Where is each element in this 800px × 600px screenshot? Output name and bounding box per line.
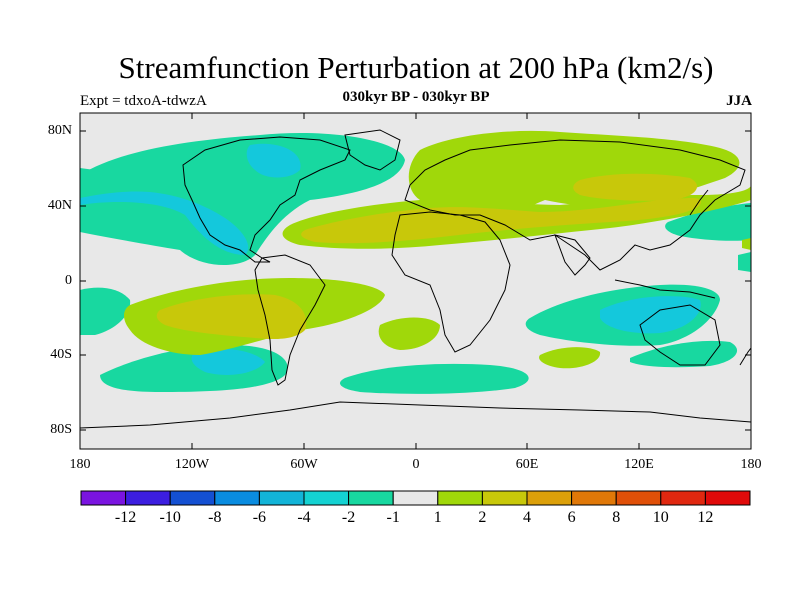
negative-anomaly-regions [80, 132, 751, 394]
lat-label: 80S [50, 422, 72, 437]
labelbar-swatch [214, 490, 260, 506]
lat-label: 80N [47, 123, 72, 138]
labelbar-label: 12 [697, 509, 714, 526]
coast-south-america [254, 254, 326, 386]
labelbar-swatch [303, 490, 350, 506]
west-edge-low [80, 168, 97, 182]
lon-label: 60W [290, 457, 318, 472]
labelbar-label: -4 [297, 509, 311, 526]
labelbar-swatch [392, 490, 439, 506]
labelbar-swatch [169, 490, 216, 506]
lat-label: 40N [47, 198, 72, 213]
labelbar-swatch [481, 490, 528, 506]
labelbar-swatch [615, 490, 662, 506]
coast-new-zealand [739, 347, 751, 366]
west-pacific-edge-low [738, 252, 751, 272]
labelbar-swatch [660, 490, 706, 506]
labelbar-swatch [526, 490, 573, 506]
pacific-jet-low [665, 203, 751, 241]
labelbar-swatch [125, 490, 171, 506]
contour-field [80, 113, 751, 449]
eurasia-core [301, 197, 701, 244]
labelbar-swatch [80, 490, 127, 506]
labelbar-label: -10 [159, 509, 181, 526]
east-pacific-low [80, 287, 131, 335]
experiment-label: Expt = tdxoA-tdwzA [80, 93, 207, 109]
coast-greenland [344, 129, 401, 171]
labelbar-label: 6 [567, 509, 576, 526]
labelbar-label: 8 [612, 509, 621, 526]
south-america-core [156, 294, 307, 340]
labelbar-swatch [258, 490, 305, 506]
plot-subtitle: 030kyr BP - 030kyr BP [342, 89, 490, 105]
labelbar-label: 10 [652, 509, 669, 526]
labelbar-label: 2 [478, 509, 487, 526]
labelbar-swatch [571, 490, 617, 506]
axis-ticks [79, 113, 752, 449]
coast-europe-asia [404, 139, 746, 271]
na-north-atlantic-low [80, 132, 405, 266]
coastlines [80, 129, 751, 429]
southern-indian-high [539, 347, 601, 369]
coast-antarctica [80, 401, 751, 429]
indian-ocean-core [600, 296, 701, 334]
lon-label: 180 [740, 457, 762, 472]
labelbar-label: 1 [433, 509, 442, 526]
lat-label: 0 [65, 273, 72, 288]
labelbar-label: -2 [341, 509, 356, 526]
labelbar [80, 490, 751, 506]
lat-label: 40S [50, 347, 72, 362]
lon-label: 120W [174, 457, 210, 472]
lon-label: 180 [69, 457, 91, 472]
coast-india [554, 234, 591, 276]
labelbar-label: -8 [208, 509, 222, 526]
central-asia-core [573, 173, 698, 201]
south-pacific-core [191, 348, 265, 375]
coast-indonesia [614, 279, 716, 299]
labelbar-label: -6 [252, 509, 267, 526]
na-greenland [246, 143, 301, 178]
labelbar-label: -1 [386, 509, 400, 526]
positive-anomaly-regions [80, 130, 751, 369]
north-pacific-east-high [742, 238, 751, 250]
south-atlantic-low [340, 363, 529, 394]
lon-label: 60E [515, 457, 539, 472]
east-pacific-edge-high [80, 262, 118, 276]
lon-label: 120E [624, 457, 654, 472]
coast-japan [689, 189, 709, 216]
na-core [80, 191, 249, 255]
plot-title: Streamfunction Perturbation at 200 hPa (… [118, 50, 714, 85]
labelbar-label: -12 [114, 509, 137, 526]
labelbar-swatch [437, 490, 483, 506]
labelbar-swatch [348, 490, 394, 506]
lon-label: 0 [412, 457, 420, 472]
labelbar-swatch [704, 490, 751, 506]
south-atlantic-high [378, 317, 440, 350]
australia-south-low [630, 340, 738, 368]
coast-north-america [182, 136, 351, 263]
season-label: JJA [726, 93, 752, 109]
labelbar-label: 4 [523, 509, 531, 526]
coast-australia [639, 304, 721, 366]
coast-africa [391, 211, 511, 353]
